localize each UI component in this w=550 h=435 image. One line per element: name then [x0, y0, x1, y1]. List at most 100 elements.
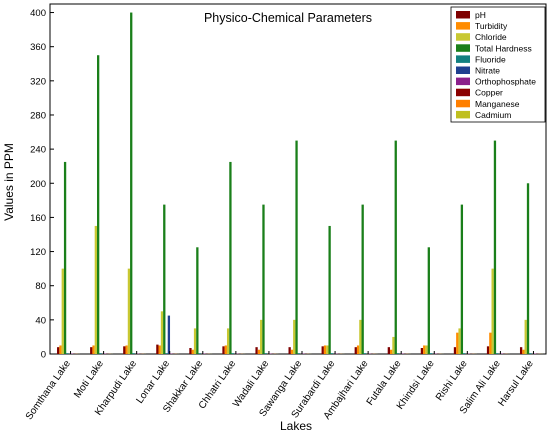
legend-item: Fluoride — [456, 54, 506, 64]
legend-label: Manganese — [475, 99, 520, 109]
bar — [90, 347, 93, 354]
bar — [193, 328, 197, 354]
bar — [396, 353, 400, 354]
chart-title: Physico-Chemical Parameters — [204, 11, 372, 25]
bar — [321, 346, 324, 354]
bar-group — [123, 12, 147, 354]
bar — [99, 353, 102, 354]
y-tick-label: 200 — [30, 179, 46, 190]
legend-swatch — [456, 44, 470, 52]
legend-item: Total Hardness — [456, 43, 532, 53]
y-tick-label: 120 — [30, 247, 46, 258]
x-tick-label: Rishi Lake — [434, 358, 470, 403]
legend-label: Total Hardness — [475, 43, 532, 53]
legend-swatch — [456, 110, 470, 119]
bar — [456, 332, 459, 354]
bar — [359, 319, 362, 354]
bar — [260, 319, 263, 354]
bar — [123, 346, 126, 354]
bar — [196, 247, 199, 354]
x-tick-label: Harsul Lake — [496, 358, 536, 408]
bar — [59, 345, 62, 354]
bar — [231, 353, 234, 354]
bar — [257, 349, 261, 354]
bar — [463, 353, 466, 354]
bar — [297, 353, 300, 354]
bar — [493, 140, 497, 354]
bar — [420, 348, 424, 354]
legend-item: Orthophosphate — [456, 77, 536, 87]
legend-label: Orthophosphate — [475, 77, 536, 87]
legend-item: Turbidity — [456, 21, 508, 31]
bar — [288, 347, 291, 354]
legend-label: Copper — [475, 88, 503, 98]
bar — [57, 347, 60, 354]
bar — [387, 347, 390, 354]
bar — [290, 349, 294, 354]
bar — [356, 345, 360, 354]
bar — [496, 353, 499, 354]
bar-group — [57, 161, 81, 354]
bar — [394, 140, 397, 354]
bar — [460, 204, 464, 354]
y-tick-label: 360 — [30, 42, 46, 53]
bar — [489, 332, 492, 354]
bar — [156, 344, 159, 354]
bar — [293, 319, 296, 354]
bar — [158, 345, 161, 354]
bar — [92, 345, 95, 354]
bar — [198, 353, 201, 354]
bar — [189, 348, 192, 354]
bar — [165, 353, 168, 354]
bar — [354, 347, 357, 354]
y-axis: 0 40 80 120 160 200 240 280 320 360 400 — [30, 8, 54, 361]
y-tick-label: 280 — [30, 110, 46, 121]
bar — [94, 225, 97, 354]
bar-group — [222, 161, 246, 354]
bar — [429, 353, 433, 354]
bar — [255, 347, 258, 354]
bar — [392, 336, 395, 354]
y-tick-label: 40 — [35, 315, 46, 326]
legend-swatch — [456, 55, 470, 63]
legend-item: Cadmium — [456, 110, 511, 120]
bar — [127, 268, 131, 354]
y-tick-label: 240 — [30, 145, 46, 156]
bar — [130, 12, 133, 354]
bar-group — [156, 204, 180, 354]
bar — [61, 268, 64, 354]
bar-group — [255, 204, 279, 354]
bar-group — [288, 140, 312, 354]
bar — [326, 345, 329, 354]
bar — [423, 345, 426, 354]
bar — [160, 311, 164, 354]
bar — [222, 346, 225, 354]
bar-group — [90, 55, 114, 354]
legend-label: Nitrate — [475, 66, 500, 76]
legend-swatch — [456, 22, 470, 30]
bar-group — [486, 140, 510, 354]
bar — [328, 225, 331, 354]
bar — [229, 161, 232, 354]
bar — [226, 328, 230, 354]
x-axis-title: Lakes — [280, 419, 312, 433]
bar — [264, 353, 267, 354]
bars-layer — [57, 12, 543, 354]
y-axis-title: Values in PPM — [2, 143, 16, 221]
bar — [425, 345, 428, 354]
bar — [132, 353, 135, 354]
bar-group — [321, 225, 345, 354]
legend-item: Nitrate — [456, 66, 500, 76]
x-tick-label: Moti Lake — [72, 358, 106, 400]
legend-item: Copper — [456, 88, 503, 98]
legend-label: Fluoride — [475, 54, 506, 64]
bar — [390, 349, 393, 354]
bar — [526, 183, 530, 354]
y-tick-label: 0 — [41, 350, 46, 361]
bar — [486, 346, 490, 354]
legend-swatch — [456, 99, 470, 108]
bar — [453, 347, 457, 354]
bar-group — [453, 204, 477, 354]
legend-swatch — [456, 33, 470, 41]
